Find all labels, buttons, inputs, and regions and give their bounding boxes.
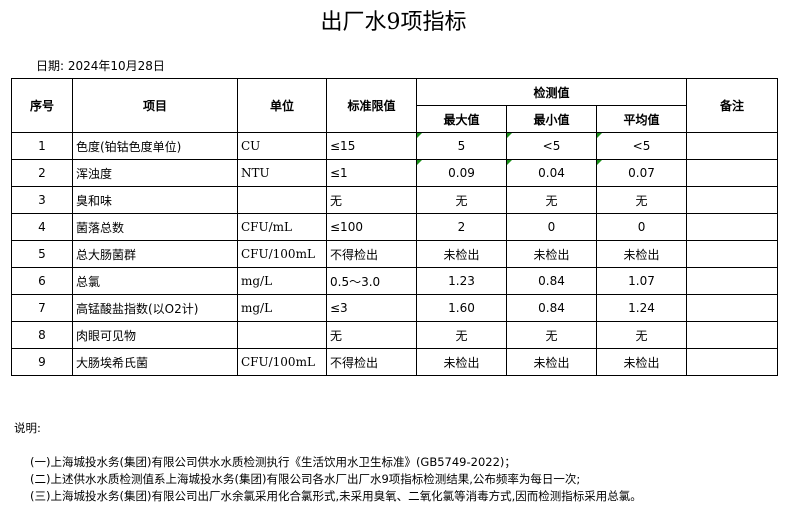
cell-seq: 5 — [11, 240, 73, 268]
cell-remark — [686, 213, 779, 241]
cell-min: <5 — [506, 132, 597, 160]
table-row: 8 肉眼可见物无无无无 — [11, 321, 779, 349]
cell-remark — [686, 186, 779, 214]
cell-min: 0.04 — [506, 159, 597, 187]
cell-limit: ≤15 — [326, 132, 417, 160]
cell-avg: 1.24 — [595, 294, 688, 322]
cell-seq: 3 — [11, 186, 73, 214]
cell-item: 臭和味 — [72, 186, 238, 214]
cell-min: 未检出 — [506, 240, 597, 268]
cell-avg: 0.07 — [595, 159, 688, 187]
cell-remark — [686, 267, 779, 295]
cell-limit: 不得检出 — [326, 348, 417, 376]
table-row: 2 浑浊度 NTU ≤1 0.09 0.04 0.07 — [11, 159, 779, 187]
table-row: 5 总大肠菌群 CFU/100mL 不得检出 未检出 未检出 未检出 — [11, 240, 779, 268]
cell-unit: mg/L — [237, 294, 327, 322]
cell-max: 2 — [416, 213, 507, 241]
note-line: (三)上海城投水务(集团)有限公司出厂水余氯采用化合氯形式,未采用臭氧、二氧化氯… — [30, 489, 642, 503]
cell-avg: 1.07 — [595, 267, 688, 295]
cell-limit: 无 — [326, 186, 417, 214]
cell-avg: 无 — [595, 186, 688, 214]
header-min: 最小值 — [506, 105, 597, 133]
header-avg: 平均值 — [595, 105, 688, 133]
cell-unit: CFU/mL — [237, 213, 327, 241]
cell-unit: CFU/100mL — [237, 348, 327, 376]
note-line: (一)上海城投水务(集团)有限公司供水水质检测执行《生活饮用水卫生标准》(GB5… — [30, 455, 516, 469]
cell-min: 0.84 — [506, 267, 597, 295]
water-quality-table: 序号 项目 单位 标准限值 检测值 备注 最大值 最小值 平均值 1 色度(铂钴色… — [11, 78, 779, 376]
cell-remark — [686, 348, 779, 376]
cell-unit: mg/L — [237, 267, 327, 295]
cell-max: 5 — [416, 132, 507, 160]
cell-avg: 0 — [595, 213, 688, 241]
cell-remark — [686, 132, 779, 160]
cell-max: 0.09 — [416, 159, 507, 187]
header-seq: 序号 — [11, 78, 73, 133]
cell-unit: NTU — [237, 159, 327, 187]
header-unit: 单位 — [237, 78, 327, 133]
cell-min: 无 — [506, 186, 597, 214]
cell-limit: 无 — [326, 321, 417, 349]
cell-limit: ≤3 — [326, 294, 417, 322]
cell-unit: CU — [237, 132, 327, 160]
notes-label: 说明: — [14, 421, 41, 435]
cell-unit — [237, 321, 327, 349]
cell-avg: 未检出 — [595, 348, 688, 376]
cell-max: 1.60 — [416, 294, 507, 322]
cell-max: 未检出 — [416, 348, 507, 376]
cell-seq: 7 — [11, 294, 73, 322]
cell-unit — [237, 186, 327, 214]
cell-max: 无 — [416, 321, 507, 349]
cell-remark — [686, 240, 779, 268]
cell-seq: 1 — [11, 132, 73, 160]
report-date: 日期: 2024年10月28日 — [36, 59, 165, 73]
table-row: 9 大肠埃希氏菌 CFU/100mL 不得检出 未检出 未检出 未检出 — [11, 348, 779, 376]
header-limit: 标准限值 — [326, 78, 417, 133]
table-row: 3 臭和味无无无无 — [11, 186, 779, 214]
cell-item: 大肠埃希氏菌 — [72, 348, 238, 376]
cell-item: 菌落总数 — [72, 213, 238, 241]
header-remark: 备注 — [686, 78, 779, 133]
cell-avg: 未检出 — [595, 240, 688, 268]
cell-limit: 0.5～3.0 — [326, 267, 417, 295]
cell-item: 色度(铂钴色度单位) — [72, 132, 238, 160]
cell-item: 肉眼可见物 — [72, 321, 238, 349]
cell-min: 无 — [506, 321, 597, 349]
note-line: (二)上述供水水质检测值系上海城投水务(集团)有限公司各水厂出厂水9项指标检测结… — [30, 472, 581, 486]
header-measured: 检测值 — [415, 78, 688, 106]
cell-limit: ≤1 — [326, 159, 417, 187]
cell-min: 0 — [506, 213, 597, 241]
cell-item: 浑浊度 — [72, 159, 238, 187]
table-row: 4 菌落总数 CFU/mL ≤100 2 0 0 — [11, 213, 779, 241]
cell-max: 无 — [416, 186, 507, 214]
cell-max: 1.23 — [416, 267, 507, 295]
cell-remark — [686, 321, 779, 349]
cell-item: 总氯 — [72, 267, 238, 295]
notes: 说明: (一)上海城投水务(集团)有限公司供水水质检测执行《生活饮用水卫生标准》… — [14, 420, 642, 505]
cell-max: 未检出 — [416, 240, 507, 268]
cell-limit: ≤100 — [326, 213, 417, 241]
page-title: 出厂水9项指标 — [320, 10, 467, 35]
cell-min: 0.84 — [506, 294, 597, 322]
cell-item: 高锰酸盐指数(以O2计) — [72, 294, 238, 322]
cell-remark — [686, 294, 779, 322]
table-row: 1 色度(铂钴色度单位) CU ≤15 5 <5 <5 — [11, 132, 779, 160]
cell-seq: 9 — [11, 348, 73, 376]
cell-seq: 8 — [11, 321, 73, 349]
cell-limit: 不得检出 — [326, 240, 417, 268]
cell-seq: 6 — [11, 267, 73, 295]
cell-seq: 2 — [11, 159, 73, 187]
cell-avg: 无 — [595, 321, 688, 349]
cell-avg: <5 — [595, 132, 688, 160]
header-item: 项目 — [72, 78, 238, 133]
cell-remark — [686, 159, 779, 187]
cell-min: 未检出 — [506, 348, 597, 376]
cell-seq: 4 — [11, 213, 73, 241]
table-row: 6 总氯 mg/L 0.5～3.0 1.23 0.84 1.07 — [11, 267, 779, 295]
cell-item: 总大肠菌群 — [72, 240, 238, 268]
cell-unit: CFU/100mL — [237, 240, 327, 268]
header-max: 最大值 — [416, 105, 507, 133]
table-row: 7 高锰酸盐指数(以O2计) mg/L ≤3 1.60 0.84 1.24 — [11, 294, 779, 322]
